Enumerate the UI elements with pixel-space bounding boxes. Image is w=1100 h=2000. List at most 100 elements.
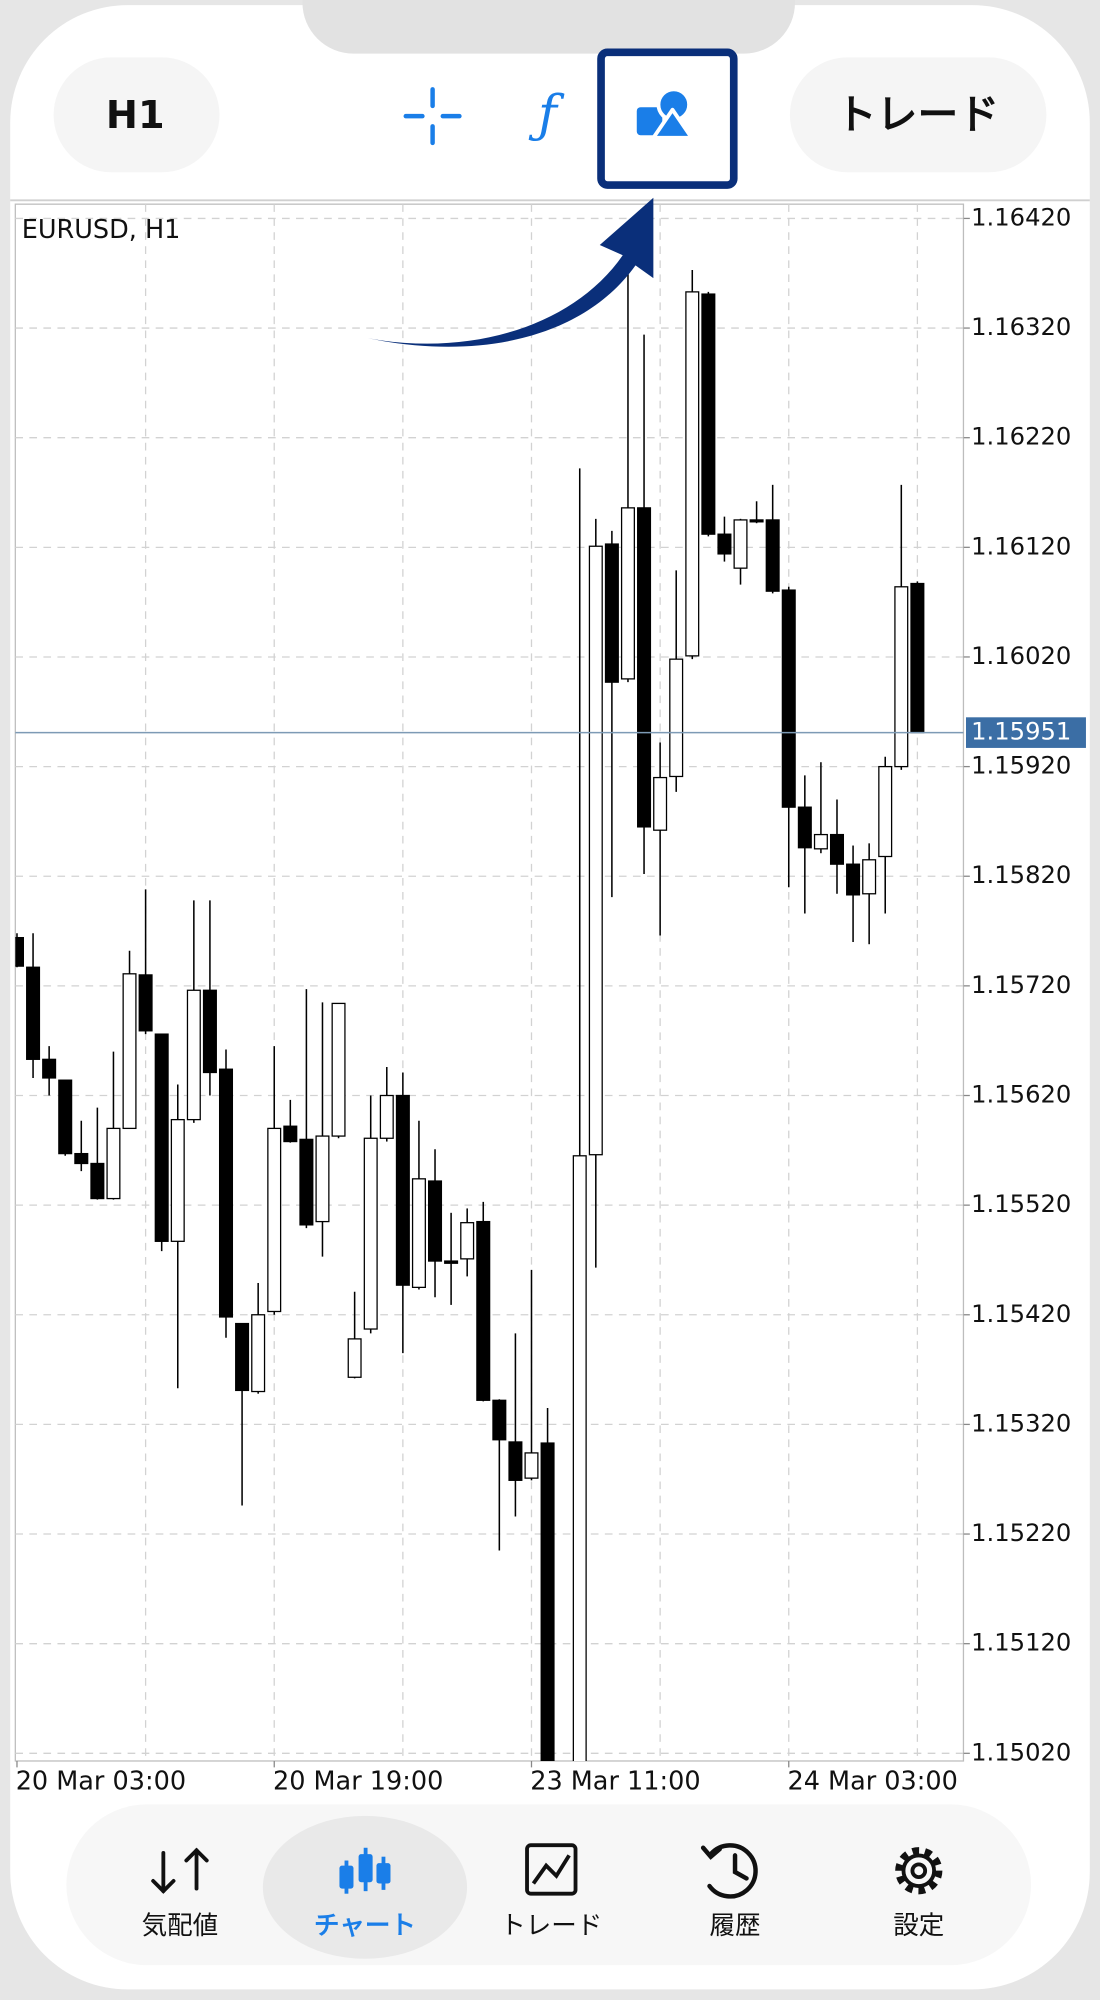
y-tick-label: 1.15420 [971,1299,1071,1328]
candle-body [267,1127,282,1313]
candle-body [15,936,24,967]
candle-body [170,1118,185,1242]
candle-body [379,1094,394,1139]
candle-body [444,1260,459,1264]
candle-body [251,1314,266,1393]
candle-body [540,1442,555,1761]
y-tick-label: 1.16020 [971,641,1071,670]
nav-label: 履歴 [710,1911,761,1941]
candle-body [653,776,668,831]
candle-body [765,519,780,592]
y-tick-label: 1.16220 [971,422,1071,451]
candle-body [106,1127,121,1200]
x-tick-label: 23 Mar 11:00 [530,1767,700,1797]
objects-icon[interactable] [636,87,694,140]
candle-body [42,1058,57,1079]
timeframe-button[interactable] [53,57,220,173]
candle-body [813,833,828,850]
timeframe-label: H1 [106,93,165,138]
candle-body [588,545,603,1156]
candle-body [846,863,861,896]
notch [302,0,795,54]
candle-body [395,1094,410,1286]
quotes-icon[interactable] [151,1847,209,1894]
highlight-box [597,48,738,189]
candle-body [781,589,796,808]
candle-body [620,507,635,680]
y-tick-label: 1.15220 [971,1518,1071,1547]
y-tick-label: 1.16120 [971,531,1071,560]
candle-body [283,1125,298,1143]
candle-body [90,1162,105,1200]
candle-body [315,1135,330,1223]
candle-body [701,293,716,535]
candle-body [460,1222,475,1260]
candle-body [331,1002,346,1137]
candle-body [733,519,748,569]
x-tick-label: 24 Mar 03:00 [787,1767,957,1797]
candle-body [894,586,909,768]
y-tick-label: 1.15720 [971,970,1071,999]
nav-label: チャート [314,1911,416,1941]
candle-body [476,1220,491,1401]
candle-body [138,974,153,1032]
candles [15,269,925,1761]
y-tick-label: 1.15520 [971,1189,1071,1218]
candle-body [717,533,732,555]
candle-body [411,1178,426,1289]
trade-button[interactable] [789,57,1047,173]
nav-labels: 気配値 チャート トレード 履歴 設定 [142,1911,945,1941]
nav-label: 設定 [893,1911,944,1941]
trade-button-label: トレード [836,90,999,138]
nav-label: 気配値 [142,1911,219,1941]
candle-body [797,806,812,849]
candle-body [910,582,925,734]
candle-body [492,1399,507,1441]
y-tick-label: 1.15820 [971,860,1071,889]
plot-area [14,203,965,1762]
y-tick-label: 1.15320 [971,1408,1071,1437]
current-price-label: 1.15951 [971,717,1071,746]
candle-body [572,1155,587,1761]
chart-icon[interactable] [339,1847,391,1894]
candle-body [122,973,137,1130]
y-tick-label: 1.15920 [971,751,1071,780]
candle-body [669,658,684,778]
current-price-box [966,717,1086,748]
candle-body [235,1322,250,1392]
candle-body [524,1452,539,1479]
trade-icon[interactable] [525,1843,578,1896]
candle-body [154,1033,169,1242]
y-tick-label: 1.15620 [971,1080,1071,1109]
candle-body [878,765,893,858]
candle-body [604,543,619,683]
candle-body [508,1441,523,1481]
candle-body [74,1152,89,1165]
bottom-nav [66,1804,1032,1966]
candle-body [862,859,877,895]
pointer-arrow [367,197,654,347]
candle-body [637,507,652,828]
crosshair-icon[interactable] [403,87,462,146]
x-tick-label: 20 Mar 19:00 [273,1767,443,1797]
y-tick-label: 1.16420 [971,202,1071,231]
history-icon[interactable] [700,1843,758,1899]
axes: 1.16420 1.16320 1.16220 1.16120 1.16020 1.159… [15,202,1086,1797]
y-tick-label: 1.15120 [971,1628,1071,1657]
y-tick-label: 1.15020 [971,1737,1071,1766]
candle-body [749,519,764,523]
chart-title: EURUSD, H1 [22,215,181,245]
nav-label: トレード [500,1911,602,1941]
candle-body [186,989,201,1121]
candle-body [202,989,217,1074]
candle-body [428,1180,443,1262]
candle-body [299,1138,314,1226]
candle-body [26,966,41,1060]
candle-body [685,291,700,657]
candle-body [58,1079,73,1155]
candle-body [347,1338,362,1378]
x-tick-label: 20 Mar 03:00 [16,1767,186,1797]
settings-icon[interactable] [895,1847,943,1895]
